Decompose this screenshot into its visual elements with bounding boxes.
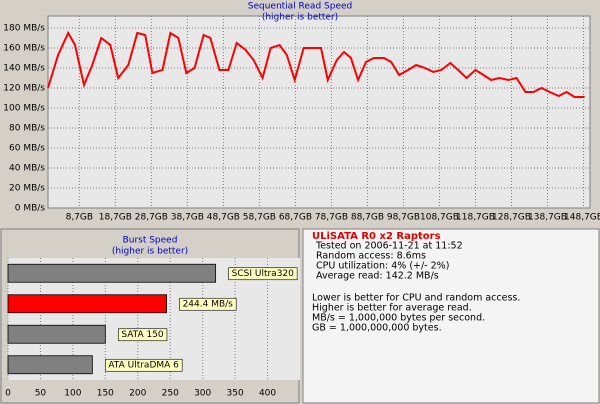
x-tick-label: 88,7GB	[351, 213, 384, 223]
x-tick-label: 28,7GB	[135, 213, 168, 223]
y-tick-label: 100 MB/s	[3, 104, 45, 114]
bar-label: SATA 150	[121, 330, 164, 340]
read-speed-line	[47, 30, 585, 98]
x-tick-label: 98,7GB	[387, 213, 420, 223]
x-tick-label: 250	[162, 389, 179, 399]
bar-label: SCSI Ultra320	[232, 269, 295, 279]
x-tick-label: 8,7GB	[66, 213, 93, 223]
chart-subtitle: (higher is better)	[262, 13, 338, 23]
bar-label-box	[179, 297, 237, 311]
x-tick-label: 38,7GB	[171, 213, 204, 223]
x-tick-label: 100	[64, 389, 81, 399]
x-tick-label: 128,7GB	[492, 213, 531, 223]
bar	[7, 263, 217, 283]
x-tick-label: 18,7GB	[99, 213, 132, 223]
plot-area	[47, 15, 591, 209]
y-tick-label: 160 MB/s	[3, 44, 45, 54]
info-line: CPU utilization: 4% (+/- 2%)	[316, 261, 449, 272]
x-tick-label: 150	[97, 389, 114, 399]
x-tick-label: 138,7GB	[528, 213, 567, 223]
x-tick-label: 108,7GB	[420, 213, 459, 223]
x-tick-label: 50	[35, 389, 47, 399]
chart-subtitle: (higher is better)	[112, 247, 188, 257]
bar-label-box	[228, 267, 298, 281]
info-panel	[302, 228, 600, 404]
bar-label-box	[105, 358, 183, 372]
chart-title: Sequential Read Speed	[248, 2, 353, 12]
info-note: Lower is better for CPU and random acces…	[312, 293, 520, 304]
bar-label: 244.4 MB/s	[183, 299, 234, 309]
bar	[7, 294, 167, 314]
y-tick-label: 0 MB/s	[15, 204, 46, 214]
y-tick-label: 140 MB/s	[3, 64, 45, 74]
x-tick-label: 300	[194, 389, 211, 399]
x-tick-label: 350	[227, 389, 244, 399]
bar-label-box	[118, 328, 168, 342]
x-tick-label: 400	[259, 389, 276, 399]
y-tick-label: 60 MB/s	[9, 144, 45, 154]
info-note: GB = 1,000,000,000 bytes.	[312, 323, 442, 334]
bar	[7, 355, 93, 375]
y-tick-label: 40 MB/s	[9, 164, 45, 174]
info-line: Average read: 142.2 MB/s	[316, 271, 439, 282]
bar-label: ATA UltraDMA 6	[108, 360, 179, 370]
x-tick-label: 78,7GB	[315, 213, 348, 223]
y-tick-label: 180 MB/s	[3, 24, 45, 34]
x-tick-label: 0	[5, 389, 11, 399]
x-tick-label: 58,7GB	[243, 213, 276, 223]
chart-title: Burst Speed	[123, 236, 178, 246]
x-tick-label: 118,7GB	[456, 213, 495, 223]
info-note: Higher is better for average read.	[312, 303, 472, 314]
info-line: Random access: 8.6ms	[316, 251, 426, 262]
info-note: MB/s = 1,000,000 bytes per second.	[312, 313, 485, 324]
x-tick-label: 200	[129, 389, 146, 399]
y-tick-label: 120 MB/s	[3, 84, 45, 94]
x-tick-label: 148,7GB	[564, 213, 600, 223]
y-tick-label: 20 MB/s	[9, 184, 45, 194]
bar	[7, 324, 106, 344]
info-line: Tested on 2006-11-21 at 11:52	[315, 241, 463, 252]
info-title: ULiSATA R0 x2 Raptors	[312, 231, 441, 242]
x-tick-label: 48,7GB	[207, 213, 240, 223]
y-tick-label: 80 MB/s	[9, 124, 45, 134]
x-tick-label: 68,7GB	[279, 213, 312, 223]
